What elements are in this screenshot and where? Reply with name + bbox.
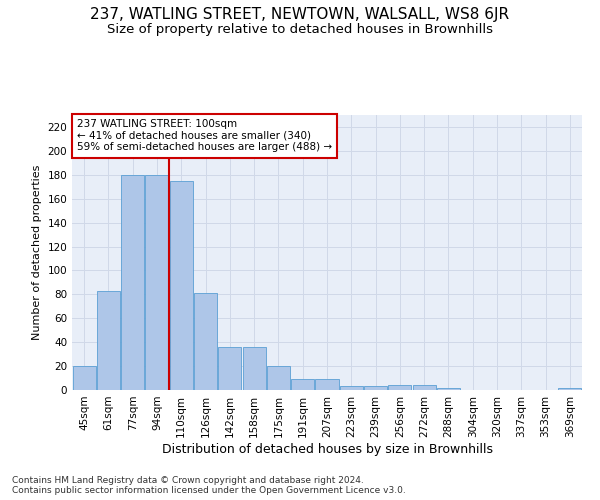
Bar xyxy=(437,388,460,390)
Bar xyxy=(316,379,338,390)
Bar xyxy=(364,386,387,390)
Text: Size of property relative to detached houses in Brownhills: Size of property relative to detached ho… xyxy=(107,22,493,36)
Bar xyxy=(194,293,217,390)
Text: Distribution of detached houses by size in Brownhills: Distribution of detached houses by size … xyxy=(161,442,493,456)
Bar xyxy=(73,366,95,390)
Bar xyxy=(121,175,144,390)
Text: Contains HM Land Registry data © Crown copyright and database right 2024.
Contai: Contains HM Land Registry data © Crown c… xyxy=(12,476,406,495)
Bar xyxy=(97,291,120,390)
Bar xyxy=(388,385,412,390)
Y-axis label: Number of detached properties: Number of detached properties xyxy=(32,165,42,340)
Bar xyxy=(340,386,363,390)
Bar xyxy=(291,379,314,390)
Bar xyxy=(170,181,193,390)
Bar xyxy=(413,385,436,390)
Bar xyxy=(559,388,581,390)
Text: 237, WATLING STREET, NEWTOWN, WALSALL, WS8 6JR: 237, WATLING STREET, NEWTOWN, WALSALL, W… xyxy=(91,8,509,22)
Bar xyxy=(145,175,169,390)
Text: 237 WATLING STREET: 100sqm
← 41% of detached houses are smaller (340)
59% of sem: 237 WATLING STREET: 100sqm ← 41% of deta… xyxy=(77,119,332,152)
Bar xyxy=(242,347,266,390)
Bar xyxy=(218,347,241,390)
Bar xyxy=(267,366,290,390)
